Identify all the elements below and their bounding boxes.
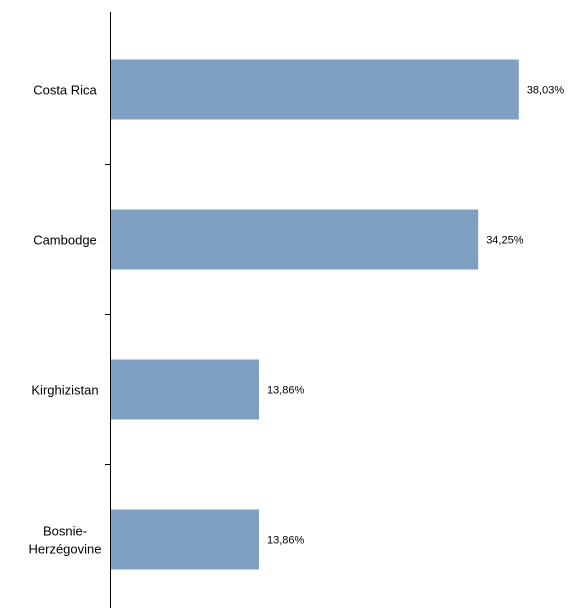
category-label-2: Kirghizistan	[31, 383, 98, 398]
bar-0	[110, 59, 519, 120]
category-label-line: Kirghizistan	[31, 383, 98, 398]
value-label-0: 38,03%	[527, 85, 565, 97]
category-label-1: Cambodge	[33, 233, 97, 248]
category-label-line: Herzégovine	[29, 542, 102, 557]
value-label-1: 34,25%	[486, 235, 524, 247]
labels-layer: 38,03% Costa Rica 34,25% Cambodge 13,86% Kirg…	[29, 83, 565, 557]
category-label-line: Costa Rica	[33, 83, 97, 98]
bar-1	[110, 209, 479, 270]
category-label-line: Cambodge	[33, 233, 97, 248]
category-label-3: Bosnie- Herzégovine	[29, 524, 102, 557]
category-label-0: Costa Rica	[33, 83, 97, 98]
bar-3	[110, 509, 259, 570]
value-label-2: 13,86%	[267, 385, 305, 397]
axis-layer	[105, 12, 111, 608]
bar-2	[110, 359, 259, 420]
bars-layer	[110, 59, 519, 570]
category-label-line: Bosnie-	[43, 524, 87, 539]
value-label-3: 13,86%	[267, 535, 305, 547]
